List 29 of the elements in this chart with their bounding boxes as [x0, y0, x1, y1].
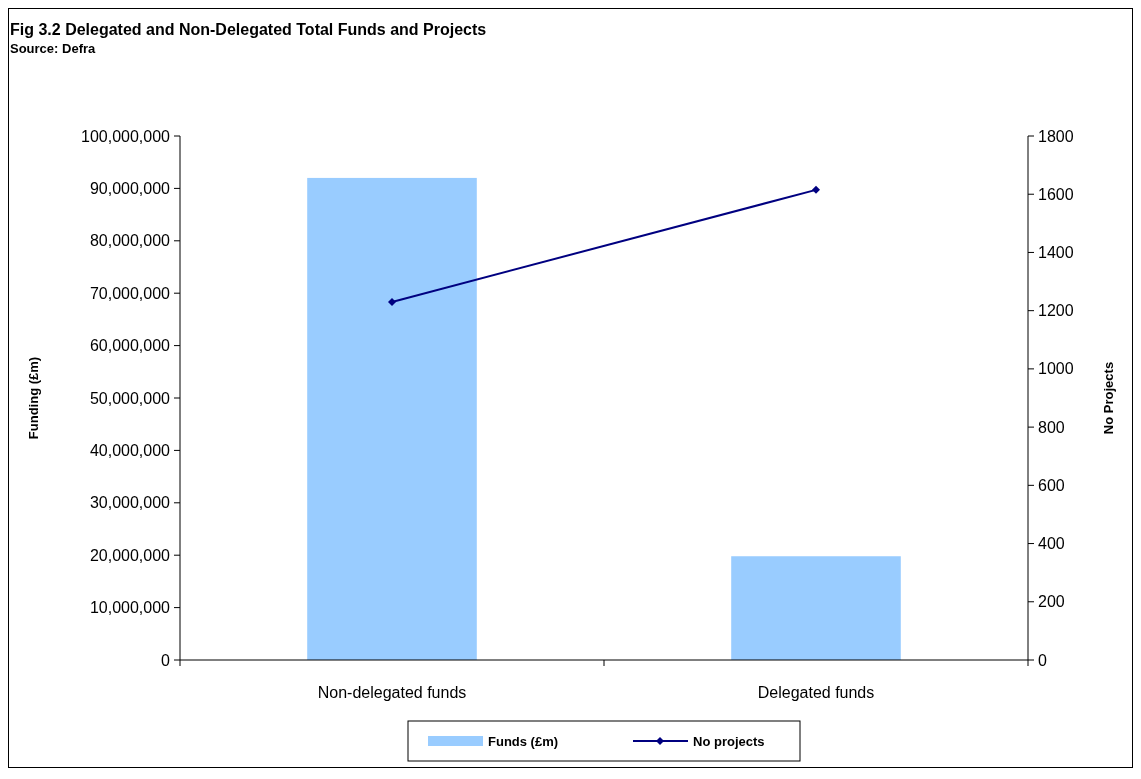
y-tick-label: 80,000,000 [89, 232, 171, 250]
y2-tick-label: 400 [1038, 535, 1065, 553]
y2-tick-label: 1200 [1038, 302, 1074, 320]
y-tick-label: 50,000,000 [89, 389, 171, 407]
legend-label: Funds (£m) [488, 733, 559, 749]
y-tick-label: 0 [161, 651, 171, 669]
y2-tick-label: 1800 [1038, 127, 1074, 145]
y-tick-label: 30,000,000 [89, 494, 171, 512]
y-tick-label: 100,000,000 [81, 127, 171, 145]
y2-tick-label: 800 [1038, 418, 1065, 436]
y-tick-label: 60,000,000 [89, 337, 171, 355]
y2-tick-label: 1400 [1038, 244, 1074, 262]
y2-tick-label: 1000 [1038, 360, 1074, 378]
y2-axis-title: No Projects [1101, 361, 1116, 435]
y2-tick-label: 600 [1038, 476, 1065, 494]
chart-title: Fig 3.2 Delegated and Non-Delegated Total Funds and Projects [10, 21, 487, 38]
y-tick-label: 10,000,000 [89, 599, 171, 617]
y2-tick-label: 0 [1038, 651, 1047, 669]
y-tick-label: 40,000,000 [89, 442, 171, 459]
legend-label: No projects [693, 733, 765, 749]
y-tick-label: 20,000,000 [89, 546, 171, 564]
x-tick-label: Non-delegated funds [317, 684, 467, 701]
y-tick-label: 90,000,000 [89, 180, 171, 197]
y2-tick-label: 1600 [1038, 185, 1074, 203]
y-tick-label: 70,000,000 [89, 284, 171, 302]
y2-tick-label: 200 [1038, 593, 1065, 611]
y-axis-title: Funding (£m) [26, 356, 41, 440]
text: Source: Defra [10, 41, 97, 56]
x-tick-label: Delegated funds [757, 684, 875, 701]
